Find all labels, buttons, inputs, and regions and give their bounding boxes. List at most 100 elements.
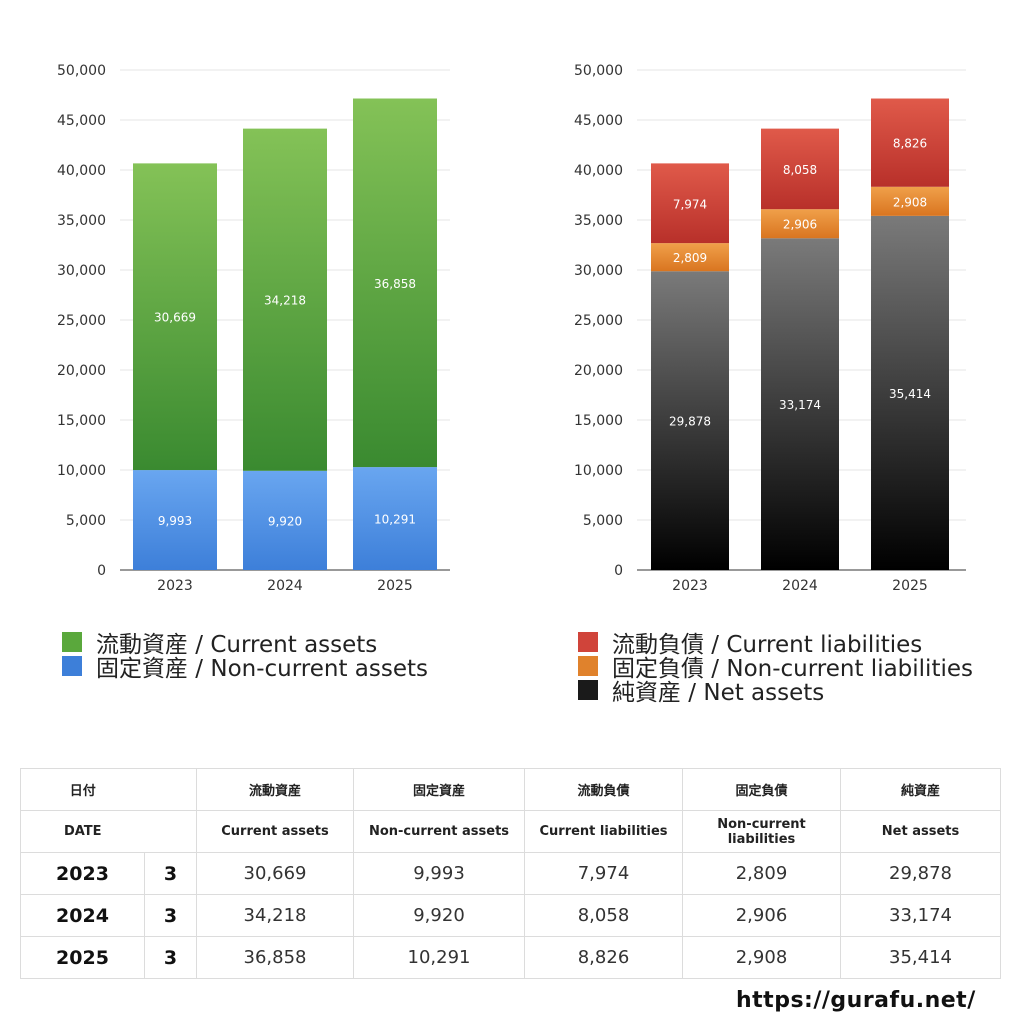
y-tick-label: 50,000 (574, 63, 623, 79)
y-tick-label: 15,000 (57, 413, 106, 429)
cell-non-current-assets: 10,291 (353, 936, 525, 979)
row-year: 2023 (20, 852, 145, 895)
bar-value-label: 10,291 (374, 513, 416, 527)
bar-segment (651, 163, 729, 244)
bar-value-label: 2,809 (673, 251, 707, 265)
legend-item-current-liabilities: 流動負債 / Current liabilities (578, 630, 973, 658)
cell-non-current-assets: 9,920 (353, 894, 525, 937)
bar-value-label: 35,414 (889, 387, 931, 401)
header-current-assets-en: Current assets (196, 810, 354, 853)
x-tick-label: 2023 (157, 578, 193, 594)
bar-value-label: 29,878 (669, 415, 711, 429)
row-year: 2025 (20, 936, 145, 979)
row-month: 3 (144, 936, 197, 979)
y-tick-label: 15,000 (574, 413, 623, 429)
y-tick-label: 40,000 (57, 163, 106, 179)
legend-label: 固定負債 / Non-current liabilities (612, 656, 973, 682)
legend-swatch (578, 680, 598, 700)
y-tick-label: 40,000 (574, 163, 623, 179)
header-current-assets-jp: 流動資産 (196, 768, 354, 811)
cell-non-current-liabilities: 2,809 (682, 852, 841, 895)
header-non-current-liabilities-en: Non-current liabilities (682, 810, 841, 853)
bar-segment (353, 467, 437, 570)
header-non-current-liabilities-jp: 固定負債 (682, 768, 841, 811)
table-row: 2024 3 34,218 9,920 8,058 2,906 33,174 (20, 894, 1001, 937)
cell-current-liabilities: 7,974 (524, 852, 683, 895)
bar-value-label: 8,826 (893, 137, 927, 151)
y-tick-label: 35,000 (574, 213, 623, 229)
bar-value-label: 9,920 (268, 514, 302, 528)
bar-segment (761, 238, 839, 570)
bar-segment (651, 271, 729, 570)
bar-value-label: 9,993 (158, 514, 192, 528)
charts-canvas: 0 5,000 10,000 15,000 20,000 25,000 30,000 35,0… (57, 63, 966, 594)
y-tick-label: 5,000 (66, 513, 106, 529)
y-tick-label: 25,000 (574, 313, 623, 329)
x-tick-label: 2024 (782, 578, 818, 594)
bar-value-label: 2,908 (893, 195, 927, 209)
y-tick-label: 0 (97, 563, 106, 579)
legend-swatch (62, 656, 82, 676)
cell-net-assets: 33,174 (840, 894, 1001, 937)
legend-item-current-assets: 流動資産 / Current assets (62, 630, 428, 658)
y-tick-label: 20,000 (57, 363, 106, 379)
y-tick-label: 50,000 (57, 63, 106, 79)
header-current-liabilities-jp: 流動負債 (524, 768, 683, 811)
liabilities-net-assets-chart: 0 5,000 10,000 15,000 20,000 25,000 30,000 35,0… (574, 63, 966, 594)
y-tick-label: 35,000 (57, 213, 106, 229)
y-tick-label: 0 (614, 563, 623, 579)
cell-current-liabilities: 8,826 (524, 936, 683, 979)
footer-url: https://gurafu.net/ (736, 988, 976, 1013)
bar-segment (243, 128, 327, 471)
table-header-row-en: DATE Current assets Non-current assets C… (20, 810, 1001, 853)
table-row: 2023 3 30,669 9,993 7,974 2,809 29,878 (20, 852, 1001, 895)
bar-value-label: 30,669 (154, 311, 196, 325)
header-spacer (144, 810, 197, 853)
legend-label: 流動資産 / Current assets (96, 632, 378, 658)
legend-item-non-current-assets: 固定資産 / Non-current assets (62, 654, 428, 682)
cell-non-current-assets: 9,993 (353, 852, 525, 895)
x-tick-label: 2025 (377, 578, 413, 594)
header-spacer (144, 768, 197, 811)
table-row: 2025 3 36,858 10,291 8,826 2,908 35,414 (20, 936, 1001, 979)
header-non-current-assets-en: Non-current assets (353, 810, 525, 853)
row-year: 2024 (20, 894, 145, 937)
legend-item-non-current-liabilities: 固定負債 / Non-current liabilities (578, 654, 973, 682)
y-tick-label: 20,000 (574, 363, 623, 379)
bar-value-label: 8,058 (783, 163, 817, 177)
bar-segment (133, 470, 217, 570)
legend-label: 固定資産 / Non-current assets (96, 656, 429, 682)
financial-data-table: 日付 流動資産 固定資産 流動負債 固定負債 純資産 DATE Current … (20, 768, 1001, 979)
cell-non-current-liabilities: 2,906 (682, 894, 841, 937)
cell-net-assets: 29,878 (840, 852, 1001, 895)
bar-segment (761, 128, 839, 210)
y-tick-label: 10,000 (574, 463, 623, 479)
row-month: 3 (144, 894, 197, 937)
header-net-assets-en: Net assets (840, 810, 1001, 853)
legend-label: 流動負債 / Current liabilities (612, 632, 923, 658)
header-date-jp: 日付 (20, 768, 145, 811)
bar-segment (353, 98, 437, 468)
y-tick-label: 30,000 (57, 263, 106, 279)
header-net-assets-jp: 純資産 (840, 768, 1001, 811)
legend-swatch (578, 656, 598, 676)
legend-swatch (578, 632, 598, 652)
row-month: 3 (144, 852, 197, 895)
bar-segment (871, 215, 949, 571)
y-tick-label: 30,000 (574, 263, 623, 279)
bar-segment (651, 243, 729, 272)
x-tick-label: 2025 (892, 578, 928, 594)
bar-segment (871, 98, 949, 187)
bar-segment (871, 186, 949, 216)
legend-swatch (62, 632, 82, 652)
liabilities-legend: 流動負債 / Current liabilities 固定負債 / Non-cu… (578, 630, 973, 706)
bar-value-label: 2,906 (783, 218, 817, 232)
y-tick-label: 45,000 (57, 113, 106, 129)
bar-value-label: 7,974 (673, 197, 707, 211)
cell-current-assets: 34,218 (196, 894, 354, 937)
bar-value-label: 33,174 (779, 398, 821, 412)
header-date-en: DATE (20, 810, 145, 853)
cell-net-assets: 35,414 (840, 936, 1001, 979)
cell-current-assets: 30,669 (196, 852, 354, 895)
assets-chart: 0 5,000 10,000 15,000 20,000 25,000 30,000 35,0… (57, 63, 450, 594)
